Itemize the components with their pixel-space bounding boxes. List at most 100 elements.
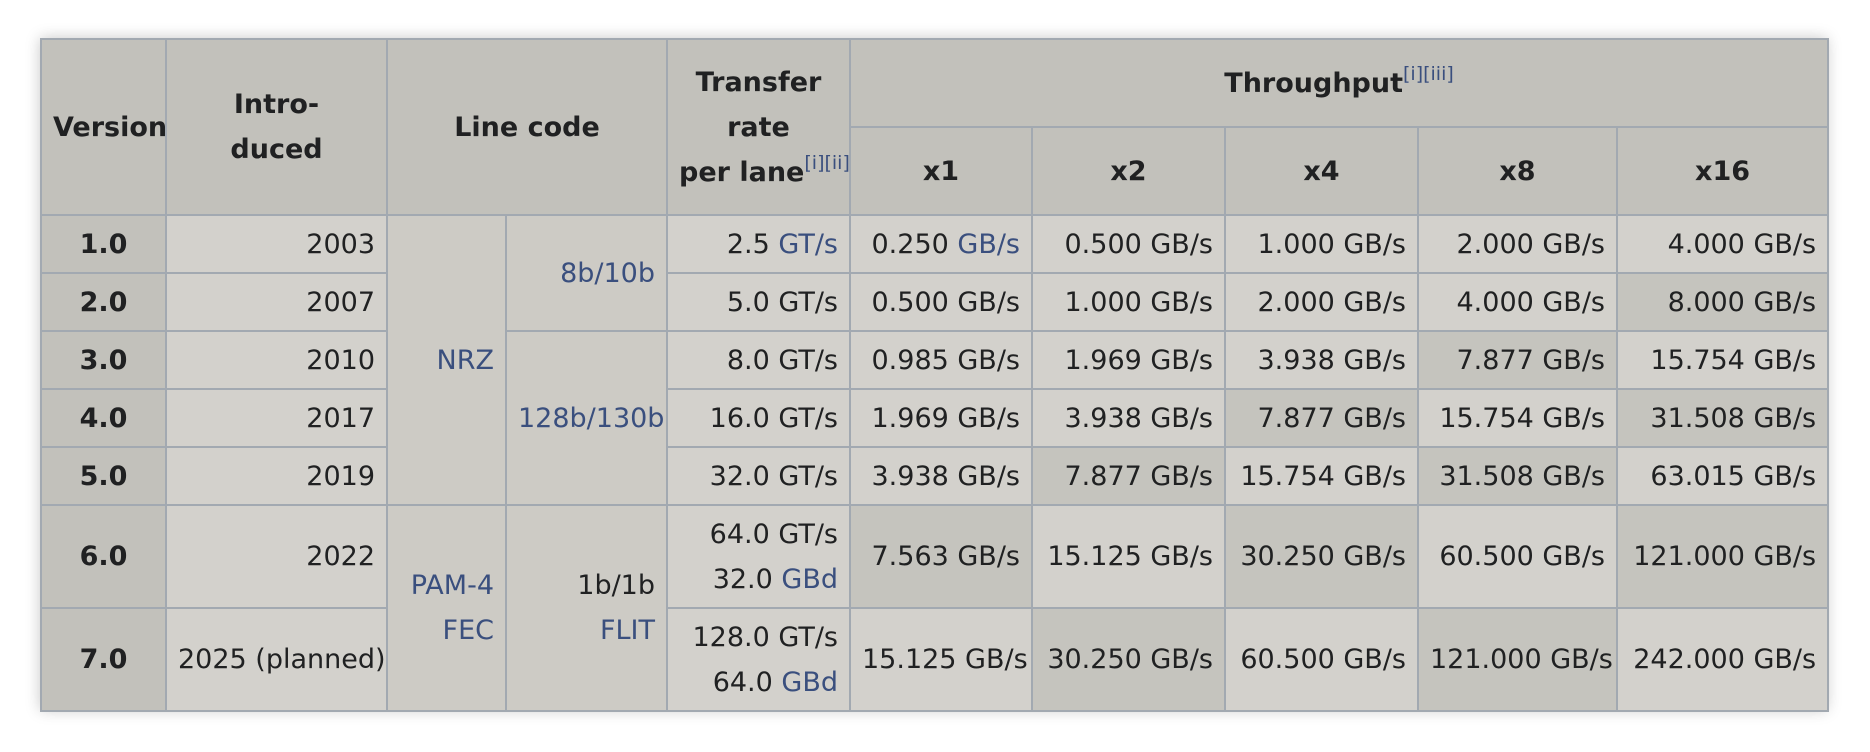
- flit-link[interactable]: FLIT: [599, 615, 655, 646]
- code-8b10b-link[interactable]: 8b/10b: [560, 257, 655, 289]
- rate-value: 2.5: [726, 228, 770, 260]
- introduced-cell: 2003: [165, 214, 388, 274]
- rate-cell: 64.0 GT/s 32.0 GBd: [666, 504, 851, 609]
- table-row: 3.0 2010 128b/130b 8.0 GT/s 0.985 GB/s 1…: [40, 330, 1830, 506]
- gbd-link[interactable]: GBd: [781, 563, 838, 595]
- header-line-code: Line code: [386, 38, 668, 216]
- table-row: 7.0 2025 (planned) 128.0 GT/s 64.0 GBd 1…: [40, 607, 1830, 712]
- rate-value: 64.0 GT/s: [709, 518, 838, 550]
- header-transfer-rate: Transfer rate per lane[i][ii]: [666, 38, 851, 216]
- introduced-cell: 2019: [165, 446, 388, 506]
- throughput-x8-cell: 121.000 GB/s: [1417, 607, 1618, 712]
- introduced-cell: 2007: [165, 272, 388, 332]
- rate-cell: 2.5 GT/s: [666, 214, 851, 274]
- header-row-1: Version Intro- duced Line code Transfer …: [40, 38, 1830, 216]
- throughput-x4-cell: 60.500 GB/s: [1224, 607, 1419, 712]
- pcie-spec-table: Version Intro- duced Line code Transfer …: [40, 38, 1830, 712]
- table-row: 6.0 2022 PAM-4 FEC 1b/1b FLIT 64.0 GT/s …: [40, 504, 1830, 712]
- header-version: Version: [40, 38, 167, 216]
- header-lane-x2: x2: [1031, 126, 1226, 216]
- header-lane-x8: x8: [1417, 126, 1618, 216]
- header-row-2: x1 x2 x4 x8 x16: [41, 126, 1830, 216]
- throughput-x16-cell: 4.000 GB/s: [1615, 214, 1830, 274]
- version-cell: 7.0: [40, 607, 167, 712]
- throughput-x8-cell: 2.000 GB/s: [1417, 214, 1618, 274]
- throughput-x1-cell: 3.938 GB/s: [849, 446, 1033, 506]
- header-transfer-line1: Transfer: [695, 66, 822, 98]
- throughput-x4-cell: 30.250 GB/s: [1224, 504, 1419, 609]
- throughput-x4-cell: 1.000 GB/s: [1224, 214, 1419, 274]
- throughput-x2-cell: 30.250 GB/s: [1031, 607, 1226, 712]
- gts-link[interactable]: GT/s: [778, 228, 838, 260]
- version-cell: 1.0: [40, 214, 167, 274]
- pcie-spec-table-frame: Version Intro- duced Line code Transfer …: [40, 38, 1830, 712]
- version-cell: 6.0: [40, 504, 167, 609]
- header-lane-x4: x4: [1224, 126, 1419, 216]
- introduced-cell: 2025 (planned): [165, 607, 388, 712]
- header-transfer-line2: rate: [727, 111, 790, 143]
- header-lane-x1: x1: [849, 126, 1033, 216]
- nrz-cell: NRZ: [386, 214, 507, 506]
- throughput-x2-cell: 7.877 GB/s: [1031, 446, 1226, 506]
- table-row: 1.0 2003 NRZ 8b/10b 2.5 GT/s 0.250 GB/s …: [40, 214, 1830, 506]
- code-8b10b-cell: 8b/10b: [505, 214, 668, 332]
- version-cell: 3.0: [40, 330, 167, 390]
- transfer-ref-link[interactable]: [i][ii]: [804, 151, 850, 174]
- version-cell: 2.0: [40, 272, 167, 332]
- throughput-x1-cell: 0.985 GB/s: [849, 330, 1033, 390]
- throughput-x4-cell: 2.000 GB/s: [1224, 272, 1419, 332]
- header-introduced-line1: Intro-: [233, 89, 320, 120]
- baud-value: 32.0: [712, 563, 773, 595]
- table-row: 5.0 2019 32.0 GT/s 3.938 GB/s 7.877 GB/s…: [40, 446, 1830, 506]
- version-cell: 5.0: [40, 446, 167, 506]
- throughput-x16-cell: 31.508 GB/s: [1615, 388, 1830, 448]
- rate-value: 128.0 GT/s: [692, 621, 839, 653]
- version-cell: 4.0: [40, 388, 167, 448]
- introduced-cell: 2010: [165, 330, 388, 390]
- throughput-x16-cell: 242.000 GB/s: [1615, 607, 1830, 712]
- table-row: 4.0 2017 16.0 GT/s 1.969 GB/s 3.938 GB/s…: [40, 388, 1830, 448]
- header-throughput-label: Throughput: [1224, 67, 1404, 99]
- header-lane-x16: x16: [1615, 126, 1830, 216]
- pam4-link[interactable]: PAM-4: [410, 570, 494, 601]
- rate-cell: 8.0 GT/s: [666, 330, 851, 390]
- fec-link[interactable]: FEC: [442, 615, 494, 646]
- gbd-link[interactable]: GBd: [781, 666, 838, 698]
- throughput-x1-cell: 0.500 GB/s: [849, 272, 1033, 332]
- throughput-x2-cell: 1.000 GB/s: [1031, 272, 1226, 332]
- header-introduced: Intro- duced: [165, 38, 388, 216]
- header-throughput: Throughput[i][iii]: [848, 38, 1830, 128]
- throughput-x1-cell: 0.250 GB/s: [849, 214, 1033, 274]
- header-introduced-line2: duced: [230, 134, 323, 165]
- rate-cell: 128.0 GT/s 64.0 GBd: [666, 607, 851, 712]
- baud-value: 64.0: [712, 666, 773, 698]
- code-128b130b-cell: 128b/130b: [505, 330, 668, 506]
- throughput-x2-cell: 1.969 GB/s: [1031, 330, 1226, 390]
- rate-cell: 32.0 GT/s: [666, 446, 851, 506]
- gbs-link[interactable]: GB/s: [957, 228, 1020, 260]
- code-128b130b-link[interactable]: 128b/130b: [518, 402, 665, 434]
- throughput-x4-cell: 7.877 GB/s: [1224, 388, 1419, 448]
- code-1b1b-label: 1b/1b: [577, 570, 655, 601]
- throughput-x2-cell: 0.500 GB/s: [1031, 214, 1226, 274]
- rate-cell: 16.0 GT/s: [666, 388, 851, 448]
- nrz-link[interactable]: NRZ: [436, 344, 494, 376]
- throughput-x8-cell: 4.000 GB/s: [1417, 272, 1618, 332]
- introduced-cell: 2017: [165, 388, 388, 448]
- throughput-x16-cell: 8.000 GB/s: [1615, 272, 1830, 332]
- throughput-x4-cell: 3.938 GB/s: [1224, 330, 1419, 390]
- throughput-x16-cell: 15.754 GB/s: [1615, 330, 1830, 390]
- throughput-x8-cell: 60.500 GB/s: [1417, 504, 1618, 609]
- throughput-x16-cell: 121.000 GB/s: [1615, 504, 1830, 609]
- throughput-x2-cell: 15.125 GB/s: [1031, 504, 1226, 609]
- throughput-x1-cell: 1.969 GB/s: [849, 388, 1033, 448]
- throughput-x1-cell: 15.125 GB/s: [849, 607, 1033, 712]
- throughput-ref-link[interactable]: [i][iii]: [1403, 62, 1454, 85]
- header-transfer-line3: per lane: [679, 156, 805, 188]
- throughput-x8-cell: 31.508 GB/s: [1417, 446, 1618, 506]
- throughput-x1-cell: 7.563 GB/s: [849, 504, 1033, 609]
- rate-cell: 5.0 GT/s: [666, 272, 851, 332]
- throughput-x8-cell: 7.877 GB/s: [1417, 330, 1618, 390]
- throughput-x4-cell: 15.754 GB/s: [1224, 446, 1419, 506]
- throughput-x16-cell: 63.015 GB/s: [1615, 446, 1830, 506]
